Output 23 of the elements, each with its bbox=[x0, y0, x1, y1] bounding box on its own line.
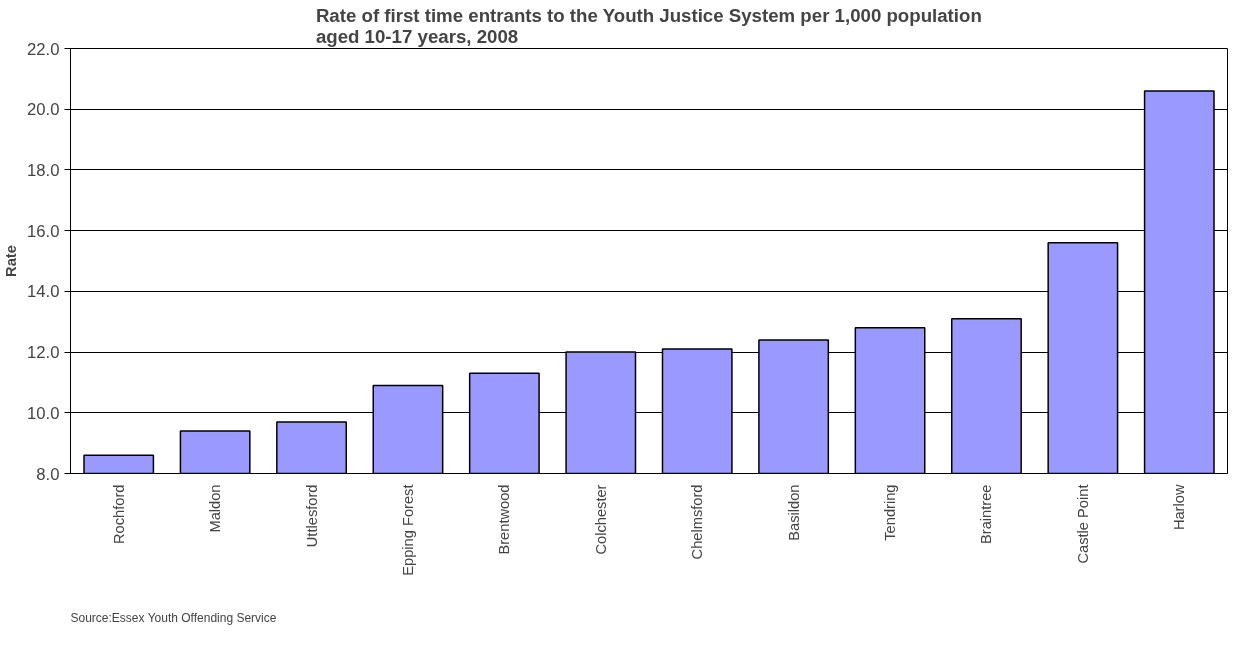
x-tick-label: Maldon bbox=[207, 484, 224, 533]
x-tick-label: Colchester bbox=[592, 484, 609, 555]
x-tick-label: Castle Point bbox=[1074, 484, 1091, 564]
x-tick-label: Tendring bbox=[882, 484, 899, 541]
y-tick-label: 16.0 bbox=[27, 221, 60, 241]
x-tick-label: Brentwood bbox=[496, 484, 513, 555]
y-tick-label: 18.0 bbox=[27, 160, 60, 180]
source-note: Source:Essex Youth Offending Service bbox=[70, 610, 277, 625]
y-tick-label: 14.0 bbox=[27, 282, 60, 302]
x-tick-label: Chelmsford bbox=[689, 484, 706, 560]
y-tick-label: 20.0 bbox=[27, 100, 60, 120]
x-tick-label: Harlow bbox=[1171, 484, 1188, 531]
y-tick-label: 12.0 bbox=[27, 343, 60, 363]
x-tick-label: Rochford bbox=[110, 484, 127, 544]
y-tick-label: 8.0 bbox=[36, 464, 60, 484]
x-tick-label: Epping Forest bbox=[399, 484, 416, 576]
x-tick-label: Basildon bbox=[785, 484, 802, 541]
x-tick-label: Uttlesford bbox=[303, 484, 320, 548]
y-axis-title: Rate bbox=[3, 245, 20, 277]
y-tick-label: 10.0 bbox=[27, 403, 60, 423]
y-tick-label: 22.0 bbox=[27, 39, 60, 59]
x-tick-label: Braintree bbox=[978, 484, 995, 544]
chart-title: Rate of first time entrants to the Youth Justice System per 1,000 population aged 10-17 years, 2008 bbox=[315, 4, 982, 47]
